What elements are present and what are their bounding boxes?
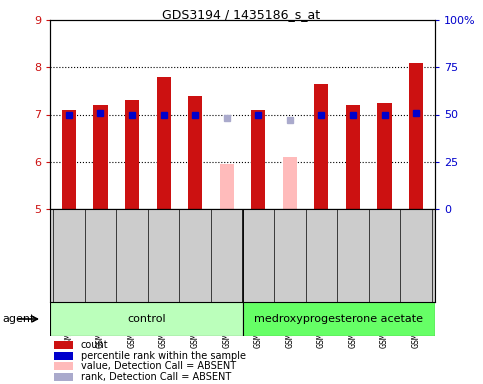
Bar (54, 341, 73, 349)
Bar (188, 96, 202, 209)
Text: percentile rank within the sample: percentile rank within the sample (81, 351, 246, 361)
Bar (251, 110, 265, 209)
Bar (409, 63, 423, 209)
Text: agent: agent (2, 314, 35, 324)
Bar (220, 164, 234, 209)
Bar (54, 372, 73, 381)
Bar (242, 302, 435, 336)
Text: value, Detection Call = ABSENT: value, Detection Call = ABSENT (81, 361, 236, 371)
Text: GDS3194 / 1435186_s_at: GDS3194 / 1435186_s_at (162, 8, 321, 21)
Bar (283, 157, 297, 209)
Text: control: control (127, 314, 166, 324)
Bar (93, 105, 108, 209)
Bar (346, 105, 360, 209)
Bar (62, 110, 76, 209)
Bar (156, 77, 170, 209)
Text: rank, Detection Call = ABSENT: rank, Detection Call = ABSENT (81, 372, 231, 382)
Bar (54, 362, 73, 371)
Bar (50, 302, 242, 336)
Text: count: count (81, 340, 108, 350)
Bar (314, 84, 328, 209)
Bar (377, 103, 392, 209)
Text: medroxyprogesterone acetate: medroxyprogesterone acetate (254, 314, 423, 324)
Bar (125, 100, 139, 209)
Bar (54, 351, 73, 360)
